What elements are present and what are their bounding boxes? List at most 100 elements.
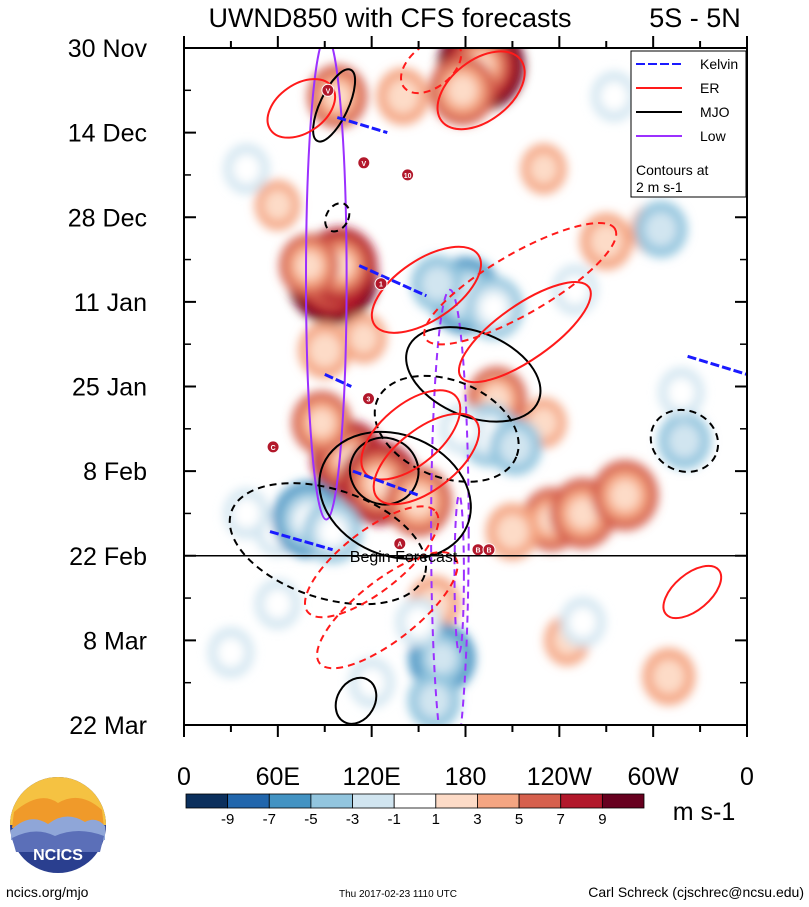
anomaly-blob — [319, 517, 346, 546]
x-tick-label: 60W — [627, 763, 679, 791]
y-tick-label: 11 Jan — [74, 289, 147, 317]
storm-label: B — [486, 548, 491, 555]
y-tick-label: 22 Mar — [69, 712, 147, 740]
y-tick-label: 8 Feb — [83, 458, 147, 486]
colorbar-label: -5 — [304, 811, 317, 828]
storm-label: A — [397, 542, 402, 549]
anomaly-blob — [610, 479, 640, 511]
contour-er — [360, 389, 462, 481]
contour-kelvin — [687, 354, 747, 376]
anomaly-blob — [499, 429, 532, 465]
colorbar-label: 9 — [598, 811, 606, 828]
anomaly-blob — [404, 606, 433, 638]
contour-kelvin — [269, 530, 334, 552]
colorbar-swatch — [185, 793, 229, 809]
contour-er — [303, 505, 440, 619]
x-tick-label: 0 — [177, 763, 191, 791]
anomaly-blob — [667, 377, 696, 408]
contour-mjo — [318, 430, 472, 560]
contour-low — [430, 288, 470, 725]
x-tick-label: 60E — [256, 763, 300, 791]
anomaly-blob — [421, 266, 454, 302]
y-tick-label: 14 Dec — [68, 120, 147, 148]
anomaly-blob — [349, 322, 378, 354]
colorbar-swatch — [477, 793, 520, 809]
storm-symbol: V — [357, 156, 371, 170]
legend-label: Low — [700, 128, 727, 144]
colorbar-label: -9 — [221, 811, 234, 828]
colorbar-swatch — [310, 793, 353, 809]
storm-label: B — [475, 548, 480, 555]
contour-mjo — [334, 676, 378, 725]
colorbar-label: -7 — [263, 811, 276, 828]
storm-layer: V V 10 1 3 C A B B — [266, 83, 496, 557]
y-tick-label: 25 Jan — [72, 374, 147, 402]
contour-low — [453, 494, 465, 654]
legend-box — [630, 50, 747, 198]
contour-kelvin — [324, 373, 352, 388]
anomaly-blob — [668, 423, 701, 459]
chart-title: UWND850 with CFS forecasts — [208, 3, 571, 33]
legend-label: MJO — [700, 104, 730, 120]
x-tick-label: 120E — [342, 763, 400, 791]
storm-symbol: 3 — [362, 392, 375, 406]
colorbar-swatch — [227, 793, 270, 809]
forecast-label: Begin Forecast — [350, 549, 458, 566]
anomaly-blob — [652, 659, 685, 695]
legend-note-2: 2 m s-1 — [636, 179, 683, 195]
storm-symbol: 1 — [374, 277, 388, 291]
colorbar: -9 -7 -5 -3 -1 1 3 5 7 9 — [185, 793, 645, 828]
storm-label: C — [271, 445, 276, 452]
anomaly-blob — [216, 637, 245, 668]
storm-symbol: C — [266, 440, 280, 454]
contour-er — [662, 564, 723, 620]
x-tick-label: 0 — [740, 763, 754, 791]
colorbar-label: 1 — [432, 811, 440, 828]
logo-text: NCICS — [33, 847, 83, 864]
anomaly-blob — [232, 153, 261, 185]
storm-symbol: B — [482, 543, 496, 557]
colorbar-swatch — [560, 793, 603, 809]
anomaly-blob — [560, 274, 590, 306]
anomaly-blob — [295, 251, 323, 280]
colorbar-units: m s-1 — [673, 798, 736, 826]
colorbar-swatch — [352, 793, 395, 809]
colorbar-swatch — [435, 793, 478, 809]
contour-er — [370, 245, 482, 334]
y-tick-label: 28 Dec — [68, 204, 147, 232]
footer-site[interactable]: ncics.org/mjo — [6, 884, 89, 900]
y-axis: 30 Nov 14 Dec 28 Dec 11 Jan 25 Jan 8 Feb 22 Fe… — [68, 35, 747, 740]
anomaly-blob — [496, 514, 529, 550]
colorbar-label: 3 — [473, 811, 481, 828]
legend-label: ER — [700, 80, 719, 96]
colorbar-label: 7 — [557, 811, 565, 828]
contour-mjo — [312, 68, 357, 143]
colorbar-swatch — [601, 793, 645, 809]
contour-low — [305, 48, 348, 521]
anomaly-blob — [386, 78, 420, 114]
storm-symbol: A — [393, 537, 407, 551]
anomaly-blob — [232, 498, 261, 529]
anomaly-blob — [365, 468, 394, 498]
storm-symbol: B — [471, 543, 485, 557]
y-tick-label: 22 Feb — [69, 543, 147, 571]
anomaly-blob — [447, 74, 478, 106]
contour-mjo — [373, 374, 520, 483]
anomaly-blob — [427, 642, 457, 675]
anomaly-blob — [568, 606, 597, 638]
storm-label: V — [326, 88, 331, 95]
legend-label: Kelvin — [700, 56, 738, 72]
contour-er — [400, 48, 463, 95]
anomaly-blob — [448, 413, 477, 445]
contour-er — [457, 281, 592, 384]
ncics-logo: NCICS — [10, 777, 106, 873]
contour-kelvin — [336, 116, 388, 135]
anomaly-blob — [263, 588, 292, 620]
anomaly-blob — [568, 497, 598, 529]
anomaly-blob — [600, 81, 629, 112]
storm-label: 10 — [404, 173, 412, 180]
anomaly-blob — [480, 293, 507, 322]
anomaly-blob — [418, 683, 451, 719]
colorbar-label: -3 — [346, 811, 359, 828]
